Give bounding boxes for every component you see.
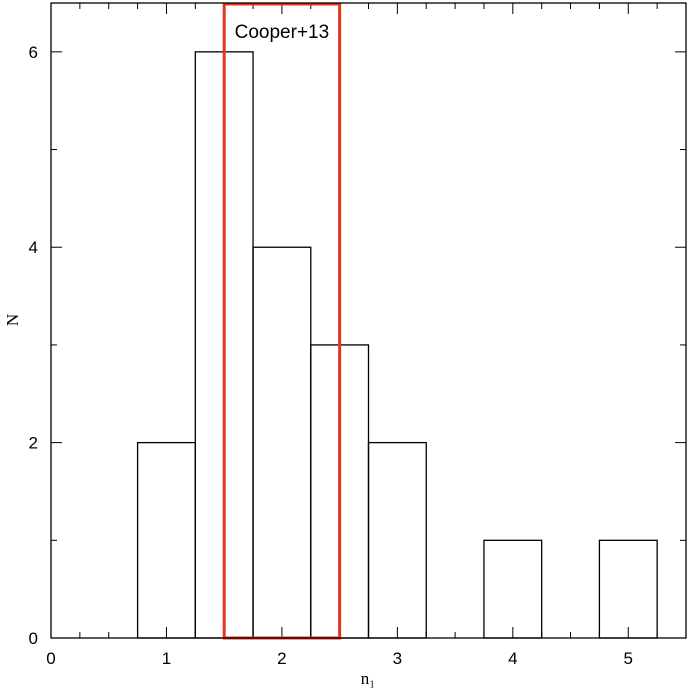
x-tick-label: 2	[277, 649, 286, 668]
y-tick-label: 4	[29, 238, 38, 257]
x-tick-label: 0	[46, 649, 55, 668]
x-tick-label: 5	[624, 649, 633, 668]
annotation-box	[222, 2, 342, 640]
x-axis-label: n₁	[361, 669, 375, 688]
histogram-bar	[136, 441, 196, 639]
histogram-bar	[598, 539, 658, 639]
histogram-bar	[252, 246, 312, 639]
y-tick-label: 0	[29, 629, 38, 648]
annotation-label: Cooper+13	[235, 22, 330, 43]
x-tick-label: 3	[393, 649, 402, 668]
plot-frame	[50, 2, 687, 639]
histogram-bar	[483, 539, 543, 639]
histogram-bar	[367, 441, 427, 639]
x-tick-label: 1	[162, 649, 171, 668]
y-axis-label: N	[3, 314, 22, 326]
y-tick-label: 2	[29, 434, 38, 453]
x-tick-label: 4	[508, 649, 517, 668]
y-tick-label: 6	[29, 43, 38, 62]
